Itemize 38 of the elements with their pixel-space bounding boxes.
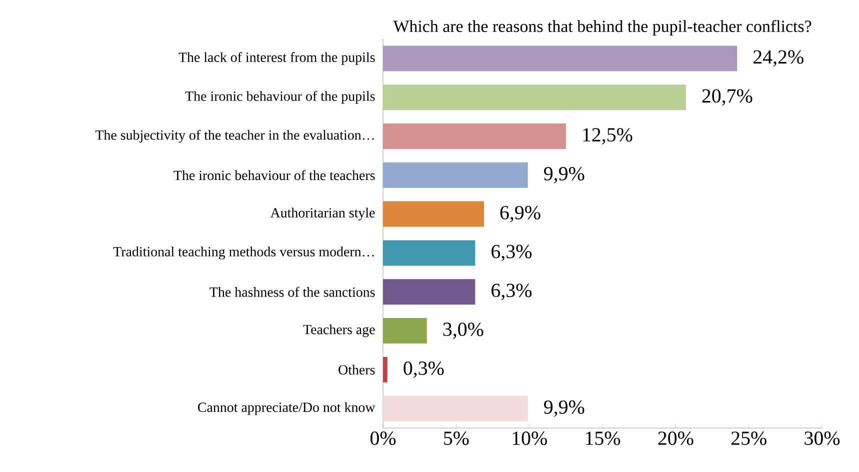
y-tick-label: The ironic behaviour of the teachers: [174, 170, 375, 180]
bar: [383, 240, 476, 266]
y-tick-label: The ironic behaviour of the pupils: [185, 90, 375, 104]
data-label: 6,3%: [492, 244, 532, 262]
bar: [383, 318, 427, 344]
bar: [383, 279, 476, 305]
y-tick-label: Teachers age: [303, 324, 375, 338]
data-label: 3,0%: [443, 322, 484, 339]
y-tick-label: Authoritarian style: [270, 208, 375, 220]
data-label: 9,9%: [544, 400, 584, 417]
y-tick-label: Traditional teaching methods versus modern…: [113, 246, 374, 260]
bar: [383, 46, 738, 72]
chart-title: Which are the reasons that behind the pupil-teacher conflicts?: [393, 20, 812, 36]
bar: [383, 124, 566, 150]
bar: [383, 201, 484, 227]
data-label: 9,9%: [544, 166, 584, 184]
data-label: 0,3%: [404, 362, 444, 378]
bar: [383, 162, 528, 188]
y-tick-label: The lack of interest from the pupils: [178, 52, 375, 65]
y-tick-label: The hashness of the sanctions: [210, 286, 375, 297]
data-label: 20,7%: [702, 89, 752, 106]
x-tick-label: 5%: [444, 432, 469, 446]
y-tick-label: Cannot appreciate/Do not know: [198, 402, 376, 415]
bar: [383, 356, 388, 382]
bar: [383, 396, 528, 422]
bar: [383, 84, 686, 110]
x-tick-label: 25%: [731, 432, 766, 446]
x-tick-label: 30%: [804, 432, 840, 446]
x-tick-label: 10%: [512, 432, 547, 446]
y-tick-label: Others: [338, 364, 375, 375]
data-label: 6,9%: [500, 206, 540, 222]
y-tick-label: The subjectivity of the teacher in the evaluation…: [95, 130, 374, 143]
data-label: 6,3%: [492, 284, 532, 300]
x-tick-label: 0%: [370, 432, 396, 446]
data-label: 12,5%: [583, 128, 632, 144]
x-tick-label: 15%: [586, 432, 620, 446]
data-label: 24,2%: [754, 50, 804, 67]
x-tick-label: 20%: [658, 432, 694, 446]
